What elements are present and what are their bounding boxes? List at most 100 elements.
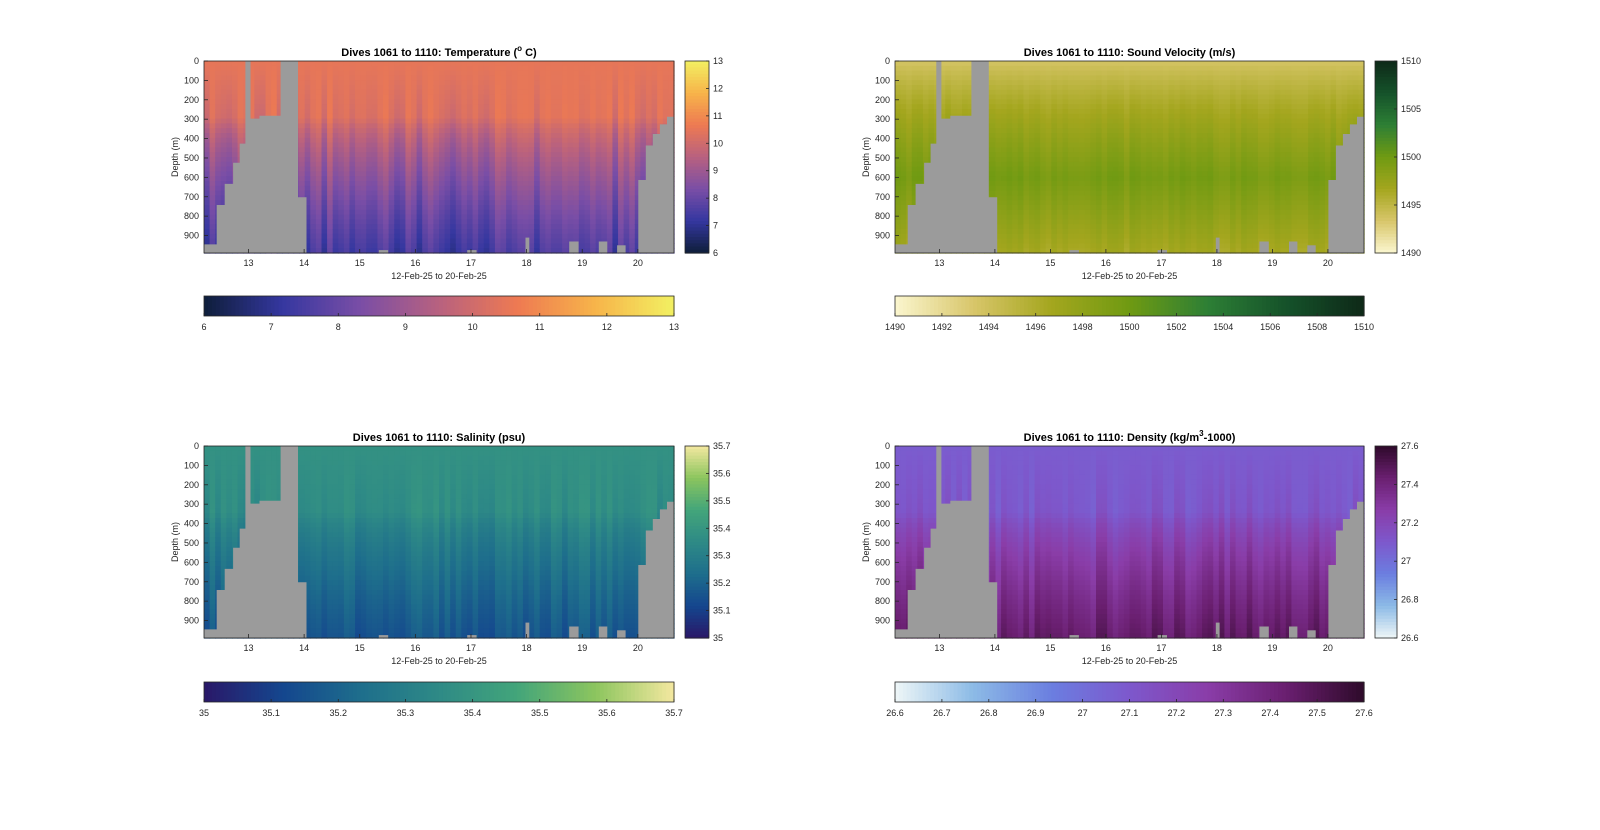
heatmap-cell <box>1079 195 1086 201</box>
heatmap-cell <box>895 113 902 120</box>
heatmap-cell <box>623 200 630 206</box>
heatmap-cell <box>517 123 524 129</box>
heatmap-cell <box>640 109 647 115</box>
heatmap-cell <box>922 109 930 115</box>
heatmap-cell <box>411 171 418 177</box>
heatmap-cell <box>534 219 541 225</box>
heatmap-cell <box>461 238 468 244</box>
heatmap-cell <box>433 104 440 110</box>
heatmap-cell <box>556 171 563 177</box>
heatmap-cell <box>1017 89 1025 96</box>
heatmap-cell <box>327 157 334 163</box>
heatmap-cell <box>450 176 457 182</box>
heatmap-cell <box>590 137 597 144</box>
heatmap-cell <box>1040 195 1047 201</box>
heatmap-cell <box>327 224 334 230</box>
heatmap-cell <box>634 205 642 211</box>
heatmap-cell <box>450 118 457 124</box>
heatmap-cell <box>522 147 530 153</box>
heatmap-cell <box>528 205 535 211</box>
heatmap-cell <box>534 133 541 139</box>
heatmap-cell <box>517 133 524 139</box>
heatmap-cell <box>517 104 524 110</box>
heatmap-cell <box>265 104 272 110</box>
heatmap-cell <box>618 205 625 211</box>
heatmap-cell <box>360 75 367 81</box>
heatmap-cell <box>478 214 485 220</box>
heatmap-cell <box>371 166 379 172</box>
heatmap-cell <box>911 128 918 134</box>
heatmap-cell <box>360 171 367 177</box>
heatmap-cell <box>405 157 412 163</box>
heatmap-cell <box>1040 166 1047 172</box>
heatmap-cell <box>657 61 664 67</box>
heatmap-cell <box>623 128 630 134</box>
heatmap-cell <box>416 157 423 163</box>
heatmap-cell <box>489 118 496 124</box>
heatmap-cell <box>439 137 446 144</box>
heatmap-cell <box>371 133 379 139</box>
heatmap-cell <box>550 118 558 124</box>
heatmap-cell <box>618 142 625 148</box>
heatmap-cell <box>550 195 558 201</box>
heatmap-cell <box>562 166 569 172</box>
heatmap-cell <box>623 209 630 216</box>
colorbar-swatch <box>658 296 663 316</box>
heatmap-cell <box>1079 118 1086 124</box>
heatmap-cell <box>478 209 485 216</box>
heatmap-cell <box>967 70 974 76</box>
heatmap-cell <box>500 209 507 216</box>
heatmap-cell <box>517 243 524 249</box>
heatmap-cell <box>265 80 272 86</box>
heatmap-cell <box>304 94 311 100</box>
heatmap-cell <box>349 185 356 192</box>
heatmap-cell <box>578 133 586 139</box>
heatmap-cell <box>1040 185 1047 192</box>
heatmap-cell <box>590 89 597 96</box>
heatmap-cell <box>662 85 670 91</box>
heatmap-cell <box>1062 142 1069 148</box>
heatmap-cell <box>562 142 569 148</box>
heatmap-cell <box>416 128 423 134</box>
y-tick-label: 100 <box>184 75 199 85</box>
heatmap-cell <box>371 233 379 240</box>
heatmap-cell <box>209 113 216 120</box>
heatmap-cell <box>595 123 602 129</box>
heatmap-cell <box>539 185 546 192</box>
heatmap-cell <box>900 205 907 211</box>
heatmap-cell <box>517 176 524 182</box>
heatmap-cell <box>349 61 356 67</box>
heatmap-cell <box>366 80 373 86</box>
heatmap-cell <box>562 238 569 244</box>
heatmap-cell <box>489 243 496 249</box>
heatmap-cell <box>399 133 407 139</box>
heatmap-cell <box>595 190 602 196</box>
heatmap-cell <box>612 224 619 230</box>
heatmap-cell <box>377 161 384 168</box>
heatmap-cell <box>906 142 913 148</box>
heatmap-cell <box>528 113 535 120</box>
heatmap-cell <box>1012 89 1019 96</box>
heatmap-cell <box>1012 137 1019 144</box>
heatmap-cell <box>327 238 334 244</box>
heatmap-cell <box>483 171 490 177</box>
heatmap-cell <box>906 195 913 201</box>
heatmap-cell <box>506 104 513 110</box>
heatmap-cell <box>623 104 630 110</box>
heatmap-cell <box>209 190 216 196</box>
heatmap-cell <box>315 142 323 148</box>
heatmap-cell <box>478 161 485 168</box>
heatmap-cell <box>220 176 227 182</box>
heatmap-cell <box>1040 171 1047 177</box>
heatmap-cell <box>545 224 552 230</box>
heatmap-cell <box>506 99 513 105</box>
heatmap-cell <box>399 205 407 211</box>
heatmap-cell <box>595 94 602 100</box>
heatmap-cell <box>304 109 311 115</box>
colorbar-swatch <box>258 296 264 316</box>
heatmap-cell <box>989 89 997 96</box>
heatmap-cell <box>1017 75 1025 81</box>
heatmap-cell <box>539 99 546 105</box>
heatmap-cell <box>388 224 395 230</box>
heatmap-cell <box>1045 142 1052 148</box>
